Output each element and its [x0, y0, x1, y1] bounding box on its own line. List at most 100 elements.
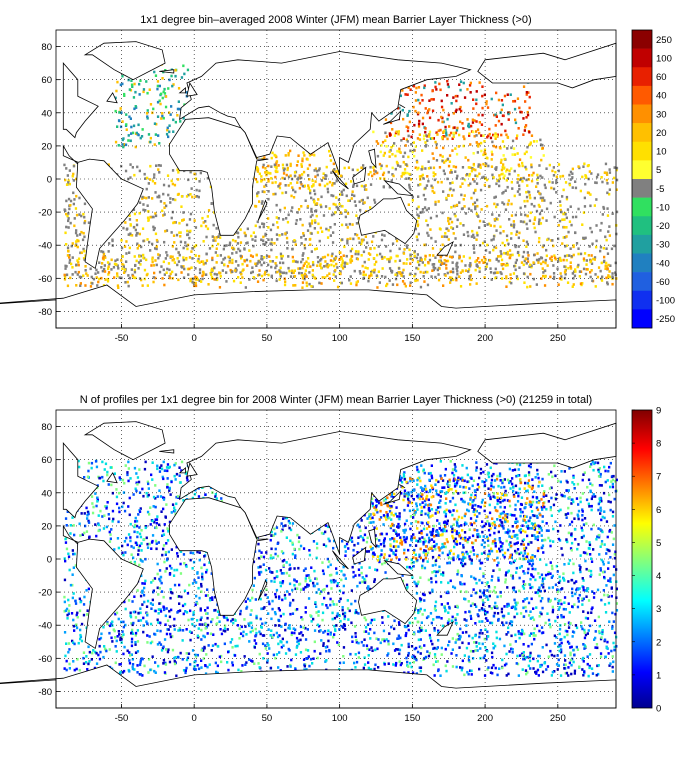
bin-cell: [593, 462, 596, 466]
bin-cell: [444, 125, 447, 129]
bin-cell: [455, 532, 458, 536]
bin-cell: [175, 502, 178, 506]
bin-cell: [293, 275, 297, 278]
bin-cell: [213, 266, 216, 270]
bin-cell: [227, 255, 230, 259]
bin-cell: [251, 266, 254, 269]
bin-cell: [137, 123, 140, 127]
bin-cell: [413, 513, 416, 517]
bin-cell: [279, 272, 282, 276]
bin-cell: [279, 208, 282, 212]
bin-cell: [350, 259, 354, 263]
bin-cell: [506, 238, 509, 242]
bin-cell: [488, 222, 491, 226]
bin-cell: [191, 277, 194, 281]
bin-cell: [269, 260, 272, 263]
bin-cell: [202, 221, 205, 224]
bin-cell: [359, 535, 362, 538]
bin-cell: [347, 166, 351, 169]
bin-cell: [393, 142, 396, 145]
bin-cell: [563, 654, 567, 657]
bin-cell: [177, 278, 180, 282]
bin-cell: [551, 608, 555, 612]
bin-cell: [76, 259, 79, 262]
bin-cell: [536, 182, 539, 185]
bin-cell: [396, 149, 399, 153]
bin-cell: [541, 477, 544, 481]
bin-cell: [188, 218, 192, 221]
bin-cell: [138, 255, 141, 258]
bin-cell: [83, 595, 86, 599]
bin-cell: [516, 537, 519, 540]
bin-cell: [261, 200, 264, 203]
bin-cell: [362, 273, 365, 276]
bin-cell: [190, 266, 193, 269]
bin-cell: [116, 284, 120, 287]
bin-cell: [561, 242, 564, 245]
bin-cell: [119, 125, 123, 129]
bin-cell: [541, 267, 544, 270]
bin-cell: [158, 84, 161, 88]
bin-cell: [453, 212, 456, 216]
bin-cell: [63, 163, 66, 167]
bin-cell: [424, 243, 427, 247]
bin-cell: [117, 119, 121, 122]
bin-cell: [214, 642, 217, 646]
bin-cell: [514, 121, 518, 125]
bin-cell: [361, 264, 364, 268]
bin-cell: [483, 674, 487, 677]
bin-cell: [518, 193, 521, 196]
bin-cell: [141, 560, 144, 563]
bin-cell: [411, 150, 414, 154]
bin-cell: [466, 173, 469, 176]
bin-cell: [522, 272, 526, 275]
bin-cell: [482, 175, 485, 179]
bin-cell: [553, 215, 556, 219]
bin-cell: [508, 256, 511, 260]
bin-cell: [182, 258, 185, 262]
bin-cell: [423, 644, 426, 647]
bin-cell: [290, 209, 293, 213]
bin-cell: [500, 168, 504, 172]
bin-cell: [412, 654, 415, 658]
bin-cell: [501, 201, 504, 204]
bin-cell: [387, 662, 390, 665]
bin-cell: [103, 267, 106, 271]
bin-cell: [602, 491, 606, 495]
bin-cell: [421, 99, 424, 102]
bin-cell: [470, 209, 473, 212]
bin-cell: [558, 575, 561, 579]
bin-cell: [570, 541, 574, 545]
bin-cell: [149, 136, 152, 140]
bin-cell: [615, 602, 618, 605]
bin-cell: [581, 223, 584, 226]
bin-cell: [459, 666, 462, 669]
bin-cell: [275, 160, 279, 163]
bin-cell: [601, 629, 604, 632]
bin-cell: [459, 285, 463, 288]
bin-cell: [419, 599, 422, 603]
bin-cell: [462, 546, 465, 549]
bin-cell: [594, 495, 597, 498]
bin-cell: [194, 278, 197, 281]
bin-cell: [288, 593, 291, 596]
bin-cell: [448, 222, 451, 225]
bl-thickness-map: -50 0 50 100 150 200 250806040200-20-40-60-802…: [0, 29, 675, 344]
bin-cell: [158, 254, 161, 257]
bin-cell: [147, 219, 150, 222]
bin-cell: [508, 218, 511, 221]
bin-cell: [478, 261, 481, 264]
bin-cell: [344, 182, 348, 186]
bin-cell: [179, 120, 182, 123]
bin-cell: [129, 522, 132, 526]
bin-cell: [135, 223, 139, 227]
bin-cell: [605, 552, 608, 555]
bin-cell: [169, 632, 172, 636]
bin-cell: [302, 658, 306, 661]
bin-cell: [489, 224, 492, 227]
bin-cell: [478, 172, 481, 176]
bin-cell: [287, 266, 290, 270]
bin-cell: [462, 144, 465, 148]
bin-cell: [74, 602, 78, 605]
bin-cell: [530, 510, 534, 513]
